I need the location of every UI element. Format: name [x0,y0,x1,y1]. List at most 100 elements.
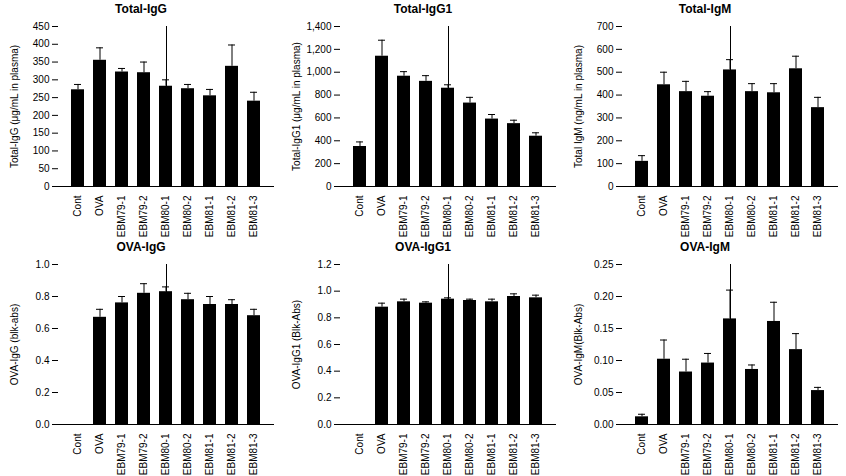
svg-text:OVA: OVA [658,195,669,216]
svg-text:EBM80-1: EBM80-1 [160,195,171,237]
svg-text:1.0: 1.0 [36,259,50,270]
svg-text:EBM81-3: EBM81-3 [248,195,259,237]
svg-text:EBM80-2: EBM80-2 [746,433,757,475]
svg-text:EBM81-1: EBM81-1 [204,433,215,475]
svg-text:0.4: 0.4 [36,355,50,366]
svg-text:EBM81-2: EBM81-2 [508,195,519,237]
svg-text:EBM79-2: EBM79-2 [138,433,149,475]
svg-text:350: 350 [33,56,50,67]
svg-text:0: 0 [44,181,50,192]
svg-text:EBM80-2: EBM80-2 [182,433,193,475]
svg-text:Cont: Cont [72,433,83,454]
svg-text:300: 300 [597,112,614,123]
svg-text:OVA: OVA [376,433,387,454]
svg-text:EBM80-1: EBM80-1 [724,433,735,475]
svg-text:0.8: 0.8 [318,312,332,323]
svg-text:EBM81-1: EBM81-1 [768,433,779,475]
svg-text:Cont: Cont [354,433,365,454]
svg-text:Cont: Cont [72,195,83,216]
svg-text:0.2: 0.2 [318,392,332,403]
svg-text:200: 200 [597,135,614,146]
svg-text:EBM79-1: EBM79-1 [398,433,409,475]
svg-text:OVA: OVA [376,195,387,216]
svg-text:EBM79-1: EBM79-1 [680,195,691,237]
svg-text:EBM81-2: EBM81-2 [226,433,237,475]
svg-text:EBM80-1: EBM80-1 [160,433,171,475]
svg-text:EBM81-2: EBM81-2 [790,195,801,237]
svg-text:0.6: 0.6 [36,323,50,334]
svg-text:600: 600 [597,44,614,55]
svg-text:0.8: 0.8 [36,291,50,302]
svg-text:EBM80-2: EBM80-2 [746,195,757,237]
svg-text:0.0: 0.0 [36,419,50,430]
svg-text:600: 600 [315,112,332,123]
svg-text:300: 300 [33,74,50,85]
svg-text:800: 800 [315,89,332,100]
svg-text:0.25: 0.25 [594,259,614,270]
svg-text:EBM79-2: EBM79-2 [420,433,431,475]
svg-text:250: 250 [33,92,50,103]
svg-text:EBM79-2: EBM79-2 [702,433,713,475]
svg-text:EBM81-1: EBM81-1 [204,195,215,237]
svg-text:0.6: 0.6 [318,339,332,350]
svg-text:1,000: 1,000 [306,66,331,77]
svg-text:Total-IgG (μg/mL in plasma): Total-IgG (μg/mL in plasma) [9,45,20,168]
svg-text:EBM81-2: EBM81-2 [226,195,237,237]
svg-text:700: 700 [597,21,614,32]
svg-text:EBM79-2: EBM79-2 [420,195,431,237]
svg-text:EBM80-2: EBM80-2 [182,195,193,237]
svg-text:EBM79-2: EBM79-2 [138,195,149,237]
svg-text:50: 50 [38,163,50,174]
svg-text:Cont: Cont [636,195,647,216]
svg-text:EBM80-2: EBM80-2 [464,433,475,475]
svg-text:0: 0 [326,181,332,192]
svg-text:0.0: 0.0 [318,419,332,430]
svg-text:200: 200 [33,110,50,121]
svg-text:EBM80-1: EBM80-1 [442,433,453,475]
svg-text:EBM80-2: EBM80-2 [464,195,475,237]
svg-text:0.15: 0.15 [594,323,614,334]
svg-text:0.05: 0.05 [594,387,614,398]
svg-text:EBM81-2: EBM81-2 [790,433,801,475]
svg-text:100: 100 [597,158,614,169]
svg-text:0.20: 0.20 [594,291,614,302]
svg-text:100: 100 [33,145,50,156]
svg-text:EBM81-3: EBM81-3 [812,195,823,237]
svg-text:450: 450 [33,21,50,32]
svg-text:Cont: Cont [636,433,647,454]
svg-text:0.00: 0.00 [594,419,614,430]
svg-text:EBM81-3: EBM81-3 [248,433,259,475]
svg-text:OVA-IgM(Blk-Abs): OVA-IgM(Blk-Abs) [573,304,584,386]
svg-text:200: 200 [315,158,332,169]
svg-text:OVA: OVA [94,433,105,454]
svg-text:EBM80-1: EBM80-1 [724,195,735,237]
svg-text:EBM81-1: EBM81-1 [486,433,497,475]
svg-text:OVA: OVA [94,195,105,216]
svg-text:EBM81-3: EBM81-3 [530,195,541,237]
svg-text:EBM80-1: EBM80-1 [442,195,453,237]
svg-text:EBM81-1: EBM81-1 [486,195,497,237]
svg-text:Cont: Cont [354,195,365,216]
svg-text:0: 0 [608,181,614,192]
svg-text:EBM79-1: EBM79-1 [116,195,127,237]
svg-text:EBM81-3: EBM81-3 [530,433,541,475]
svg-text:EBM79-2: EBM79-2 [702,195,713,237]
svg-text:1.0: 1.0 [318,285,332,296]
svg-text:Total-IgG1 (μg/mL in plasma): Total-IgG1 (μg/mL in plasma) [291,42,302,171]
svg-text:EBM79-1: EBM79-1 [680,433,691,475]
svg-text:EBM81-3: EBM81-3 [812,433,823,475]
svg-text:400: 400 [33,38,50,49]
svg-text:0.2: 0.2 [36,387,50,398]
svg-text:EBM81-1: EBM81-1 [768,195,779,237]
svg-text:1,200: 1,200 [306,44,331,55]
svg-text:150: 150 [33,127,50,138]
svg-text:400: 400 [597,89,614,100]
svg-text:OVA: OVA [658,433,669,454]
svg-text:500: 500 [597,66,614,77]
svg-text:EBM79-1: EBM79-1 [398,195,409,237]
svg-text:400: 400 [315,135,332,146]
svg-text:1,400: 1,400 [306,21,331,32]
svg-text:OVA-IgG1 (Blk-Abs): OVA-IgG1 (Blk-Abs) [291,300,302,389]
svg-text:0.10: 0.10 [594,355,614,366]
svg-text:OVA-IgG (blk-abs): OVA-IgG (blk-abs) [9,304,20,386]
